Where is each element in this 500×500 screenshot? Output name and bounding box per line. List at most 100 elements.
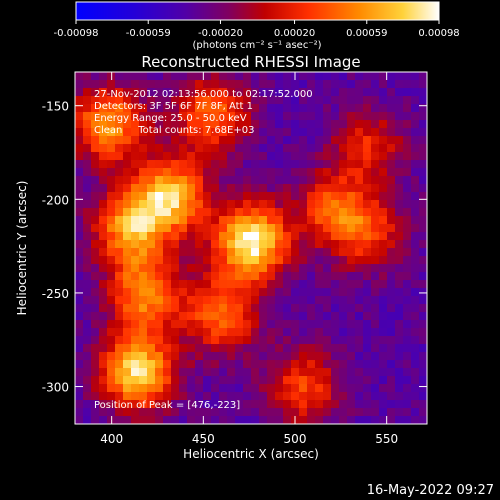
heatmap-cell bbox=[227, 400, 236, 409]
heatmap-cell bbox=[331, 152, 340, 161]
heatmap-cell bbox=[195, 152, 204, 161]
heatmap-cell bbox=[139, 336, 148, 345]
heatmap-cell bbox=[355, 392, 364, 401]
heatmap-cell bbox=[371, 288, 380, 297]
heatmap-cell bbox=[147, 80, 156, 89]
heatmap-cell bbox=[171, 272, 180, 281]
heatmap-cell bbox=[307, 288, 316, 297]
heatmap-cell bbox=[131, 224, 140, 233]
heatmap-cell bbox=[355, 240, 364, 249]
heatmap-cell bbox=[227, 80, 236, 89]
heatmap-cell bbox=[363, 264, 372, 273]
heatmap-cell bbox=[179, 200, 188, 209]
heatmap-cell bbox=[379, 192, 388, 201]
heatmap-cell bbox=[323, 112, 332, 121]
heatmap-cell bbox=[203, 152, 212, 161]
heatmap-cell bbox=[243, 328, 252, 337]
heatmap-cell bbox=[379, 256, 388, 265]
heatmap-cell bbox=[75, 408, 84, 417]
heatmap-cell bbox=[291, 216, 300, 225]
heatmap-cell bbox=[91, 280, 100, 289]
heatmap-cell bbox=[371, 336, 380, 345]
heatmap-cell bbox=[331, 280, 340, 289]
heatmap-cell bbox=[347, 104, 356, 113]
heatmap-cell bbox=[211, 392, 220, 401]
heatmap-cell bbox=[219, 184, 228, 193]
heatmap-cell bbox=[115, 416, 124, 424]
heatmap-cell bbox=[99, 120, 108, 129]
heatmap-cell bbox=[403, 80, 412, 89]
heatmap-cell bbox=[275, 264, 284, 273]
heatmap-cell bbox=[419, 296, 427, 305]
heatmap-cell bbox=[91, 296, 100, 305]
heatmap-cell bbox=[147, 304, 156, 313]
heatmap-cell bbox=[315, 208, 324, 217]
heatmap-cell bbox=[411, 88, 420, 97]
heatmap-cell bbox=[107, 144, 116, 153]
heatmap-cell bbox=[91, 240, 100, 249]
heatmap-cell bbox=[411, 344, 420, 353]
heatmap-cell bbox=[299, 360, 308, 369]
heatmap-cell bbox=[243, 112, 252, 121]
heatmap-cell bbox=[179, 368, 188, 377]
heatmap-cell bbox=[99, 128, 108, 137]
heatmap-cell bbox=[235, 112, 244, 121]
heatmap-cell bbox=[315, 112, 324, 121]
heatmap-cell bbox=[363, 120, 372, 129]
heatmap-cell bbox=[419, 168, 427, 177]
heatmap-cell bbox=[227, 352, 236, 361]
heatmap-cell bbox=[171, 240, 180, 249]
colorbar-unit-label: (photons cm⁻² s⁻¹ asec⁻²) bbox=[192, 40, 321, 51]
heatmap-cell bbox=[387, 136, 396, 145]
heatmap-cell bbox=[331, 104, 340, 113]
heatmap-cell bbox=[259, 160, 268, 169]
heatmap-cell bbox=[355, 312, 364, 321]
heatmap-cell bbox=[387, 296, 396, 305]
heatmap-cell bbox=[291, 328, 300, 337]
heatmap-cell bbox=[291, 176, 300, 185]
heatmap-cell bbox=[283, 248, 292, 257]
heatmap-cell bbox=[211, 128, 220, 137]
heatmap-cell bbox=[315, 168, 324, 177]
heatmap-cell bbox=[219, 384, 228, 393]
heatmap-cell bbox=[227, 248, 236, 257]
heatmap-cell bbox=[267, 176, 276, 185]
heatmap-cell bbox=[155, 104, 164, 113]
heatmap-cell bbox=[347, 96, 356, 105]
heatmap-cell bbox=[163, 80, 172, 89]
heatmap-cell bbox=[411, 256, 420, 265]
heatmap-cell bbox=[203, 104, 212, 113]
heatmap-cell bbox=[315, 152, 324, 161]
heatmap-cell bbox=[403, 312, 412, 321]
heatmap-cell bbox=[91, 264, 100, 273]
heatmap-cell bbox=[291, 376, 300, 385]
heatmap-cell bbox=[299, 144, 308, 153]
heatmap-cell bbox=[259, 360, 268, 369]
heatmap-cell bbox=[131, 360, 140, 369]
heatmap-cell bbox=[195, 160, 204, 169]
heatmap-cell bbox=[275, 128, 284, 137]
heatmap-cell bbox=[75, 272, 84, 281]
heatmap-cell bbox=[123, 152, 132, 161]
heatmap-cell bbox=[179, 256, 188, 265]
heatmap-cell bbox=[315, 72, 324, 81]
heatmap-cell bbox=[115, 360, 124, 369]
heatmap-cell bbox=[195, 120, 204, 129]
heatmap-cell bbox=[83, 72, 92, 81]
heatmap-cell bbox=[243, 312, 252, 321]
heatmap-cell bbox=[403, 184, 412, 193]
heatmap-cell bbox=[275, 200, 284, 209]
heatmap-cell bbox=[83, 192, 92, 201]
heatmap-cell bbox=[267, 352, 276, 361]
heatmap-cell bbox=[139, 240, 148, 249]
heatmap-cell bbox=[363, 360, 372, 369]
heatmap-cell bbox=[107, 104, 116, 113]
heatmap-cell bbox=[267, 200, 276, 209]
heatmap-cell bbox=[355, 112, 364, 121]
heatmap-cell bbox=[379, 88, 388, 97]
heatmap-cell bbox=[371, 240, 380, 249]
heatmap-cell bbox=[275, 240, 284, 249]
heatmap-cell bbox=[91, 208, 100, 217]
heatmap-cell bbox=[131, 336, 140, 345]
heatmap-cell bbox=[211, 224, 220, 233]
